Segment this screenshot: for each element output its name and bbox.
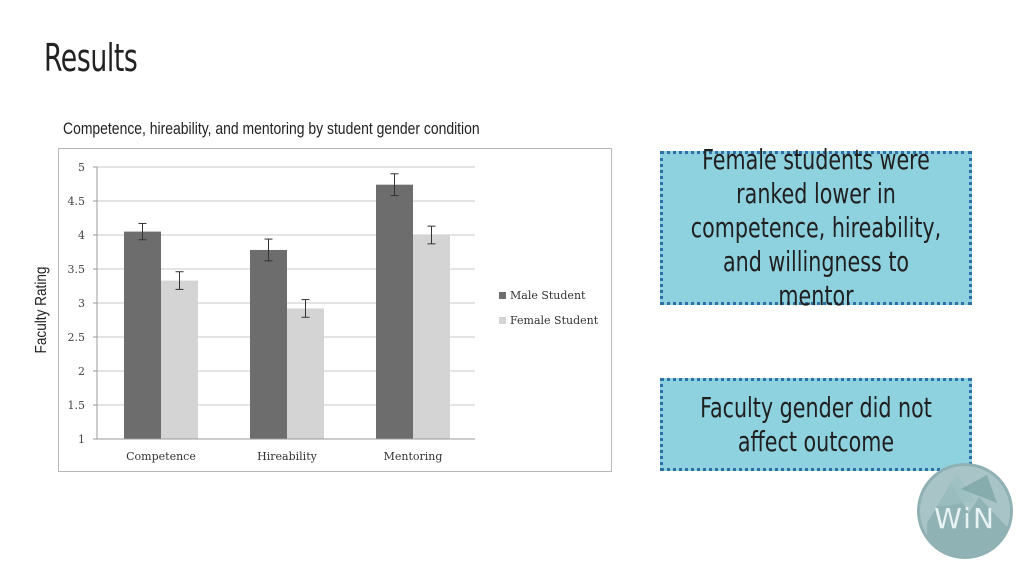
y-tick-label: 1.5 — [68, 399, 86, 412]
logo-mountains-icon — [927, 473, 1007, 556]
y-tick-label: 2 — [78, 365, 85, 378]
bar-male-student — [376, 184, 413, 439]
legend-label: Male Student — [510, 289, 586, 302]
y-tick-label: 1 — [78, 433, 85, 446]
bar-male-student — [250, 249, 287, 439]
y-tick-label: 3 — [78, 297, 85, 310]
y-axis-title: Faculty Rating — [33, 266, 50, 354]
chart-frame: 1 1.5 2 2.5 3 3.5 4 4.5 5 Competence Hireability Me… — [58, 148, 612, 472]
chart-title: Competence, hireability, and mentoring b… — [63, 119, 480, 138]
x-tick-label: Hireability — [257, 450, 317, 463]
y-tick-label: 4 — [78, 229, 85, 242]
slide-title: Results — [44, 36, 138, 80]
y-tick-label: 3.5 — [68, 263, 86, 276]
win-logo-icon: WiN — [917, 463, 1013, 559]
bar-female-student — [161, 280, 198, 439]
bar-female-student — [413, 235, 450, 439]
callout-text: Faculty gender did not affect outcome — [700, 390, 932, 458]
y-tick-label: 2.5 — [68, 331, 86, 344]
legend-label: Female Student — [510, 314, 599, 327]
legend-swatch — [499, 317, 506, 324]
callout-female-ranked-lower: Female students were ranked lower in com… — [660, 143, 972, 312]
bar-male-student — [124, 231, 161, 439]
y-tick-label: 5 — [78, 161, 85, 174]
logo-text: WiN — [934, 502, 996, 535]
callout-text: Female students were ranked lower in com… — [690, 143, 942, 312]
y-tick-label: 4.5 — [68, 195, 86, 208]
bar-chart: 1 1.5 2 2.5 3 3.5 4 4.5 5 Competence Hireability Me… — [68, 161, 599, 463]
legend-swatch — [499, 292, 506, 299]
bar-female-student — [287, 308, 324, 439]
x-tick-label: Mentoring — [384, 450, 443, 463]
callout-faculty-gender: Faculty gender did not affect outcome — [660, 378, 972, 471]
x-tick-label: Competence — [126, 450, 196, 463]
